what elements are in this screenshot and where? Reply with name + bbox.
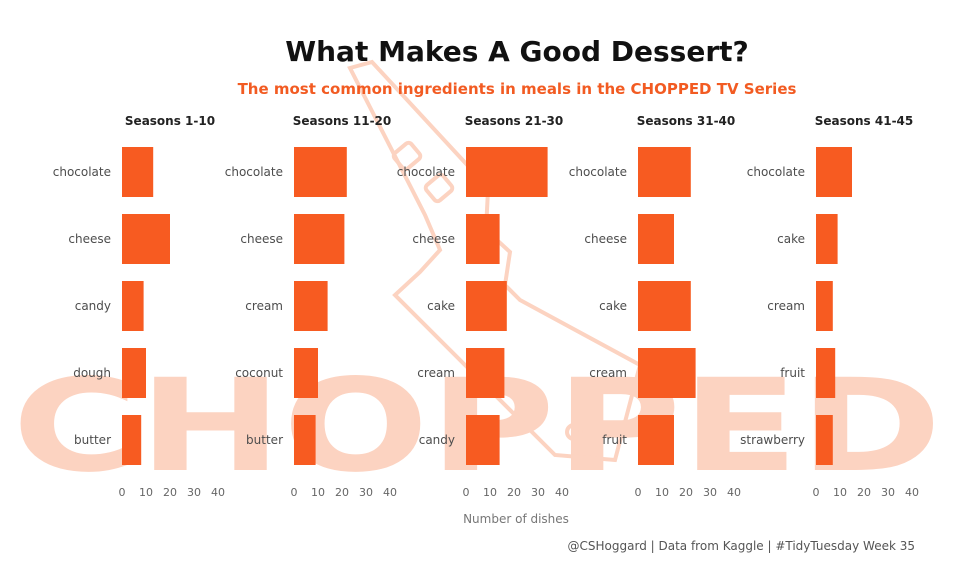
category-label: chocolate bbox=[53, 165, 111, 179]
bar bbox=[294, 281, 328, 331]
category-label: chocolate bbox=[397, 165, 455, 179]
facet-title: Seasons 41-45 bbox=[815, 114, 914, 128]
bar bbox=[294, 348, 318, 398]
category-label: cheese bbox=[412, 232, 455, 246]
category-label: coconut bbox=[235, 366, 283, 380]
bar bbox=[816, 348, 836, 398]
x-tick-label: 20 bbox=[857, 486, 871, 499]
x-tick-label: 30 bbox=[531, 486, 545, 499]
bar bbox=[466, 348, 505, 398]
category-label: butter bbox=[246, 433, 283, 447]
x-tick-label: 40 bbox=[727, 486, 741, 499]
category-label: candy bbox=[75, 299, 111, 313]
bar bbox=[122, 281, 144, 331]
x-tick-label: 10 bbox=[655, 486, 669, 499]
x-tick-label: 30 bbox=[359, 486, 373, 499]
chart-title: What Makes A Good Dessert? bbox=[285, 35, 749, 68]
facet-panel: Seasons 11-20 chocolate cheese cream coconut… bbox=[225, 114, 397, 499]
facet-title: Seasons 21-30 bbox=[465, 114, 564, 128]
bar bbox=[466, 214, 500, 264]
x-tick-label: 0 bbox=[635, 486, 642, 499]
chart-subtitle: The most common ingredients in meals in … bbox=[238, 80, 797, 98]
category-label: cheese bbox=[584, 232, 627, 246]
x-tick-label: 20 bbox=[163, 486, 177, 499]
category-label: butter bbox=[74, 433, 111, 447]
bar bbox=[816, 415, 833, 465]
category-label: cream bbox=[245, 299, 283, 313]
x-tick-label: 10 bbox=[483, 486, 497, 499]
bar bbox=[122, 415, 142, 465]
bar bbox=[466, 415, 500, 465]
bar bbox=[816, 281, 833, 331]
category-label: dough bbox=[73, 366, 111, 380]
x-tick-label: 0 bbox=[463, 486, 470, 499]
facet-panel: Seasons 31-40 chocolate cheese cake cream fru… bbox=[569, 114, 741, 499]
bar bbox=[294, 147, 347, 197]
category-label: cheese bbox=[240, 232, 283, 246]
category-label: fruit bbox=[780, 366, 805, 380]
bar bbox=[294, 415, 316, 465]
bar bbox=[638, 214, 674, 264]
category-label: fruit bbox=[602, 433, 627, 447]
x-tick-label: 0 bbox=[119, 486, 126, 499]
x-tick-label: 0 bbox=[813, 486, 820, 499]
bar bbox=[122, 348, 146, 398]
bar bbox=[294, 214, 345, 264]
facet-panels: Seasons 1-10 chocolate cheese candy dough but… bbox=[53, 114, 919, 499]
category-label: cheese bbox=[68, 232, 111, 246]
category-label: cream bbox=[417, 366, 455, 380]
x-tick-label: 40 bbox=[383, 486, 397, 499]
facet-title: Seasons 1-10 bbox=[125, 114, 215, 128]
category-label: cake bbox=[777, 232, 805, 246]
category-label: cream bbox=[589, 366, 627, 380]
category-label: candy bbox=[419, 433, 455, 447]
x-tick-label: 40 bbox=[905, 486, 919, 499]
x-tick-label: 20 bbox=[507, 486, 521, 499]
bar bbox=[122, 214, 170, 264]
x-axis-label: Number of dishes bbox=[463, 512, 569, 526]
facet-panel: Seasons 1-10 chocolate cheese candy dough but… bbox=[53, 114, 225, 499]
bar bbox=[638, 415, 674, 465]
bar bbox=[466, 281, 507, 331]
bar bbox=[466, 147, 548, 197]
x-tick-label: 0 bbox=[291, 486, 298, 499]
category-label: chocolate bbox=[747, 165, 805, 179]
bar bbox=[638, 348, 696, 398]
x-tick-label: 30 bbox=[881, 486, 895, 499]
facet-panel: Seasons 21-30 chocolate cheese cake cream can… bbox=[397, 114, 569, 499]
x-tick-label: 20 bbox=[335, 486, 349, 499]
category-label: cream bbox=[767, 299, 805, 313]
category-label: cake bbox=[427, 299, 455, 313]
x-tick-label: 10 bbox=[833, 486, 847, 499]
x-tick-label: 30 bbox=[703, 486, 717, 499]
x-tick-label: 20 bbox=[679, 486, 693, 499]
x-tick-label: 30 bbox=[187, 486, 201, 499]
x-tick-label: 10 bbox=[139, 486, 153, 499]
x-tick-label: 10 bbox=[311, 486, 325, 499]
facet-panel: Seasons 41-45 chocolate cake cream fruit stra… bbox=[740, 114, 919, 499]
bar bbox=[816, 147, 852, 197]
category-label: chocolate bbox=[225, 165, 283, 179]
bar bbox=[122, 147, 154, 197]
chart-caption: @CSHoggard | Data from Kaggle | #TidyTue… bbox=[568, 539, 915, 553]
bar bbox=[638, 147, 691, 197]
category-label: strawberry bbox=[740, 433, 805, 447]
x-tick-label: 40 bbox=[211, 486, 225, 499]
category-label: cake bbox=[599, 299, 627, 313]
bar bbox=[816, 214, 838, 264]
x-tick-label: 40 bbox=[555, 486, 569, 499]
bar bbox=[638, 281, 691, 331]
facet-title: Seasons 31-40 bbox=[637, 114, 736, 128]
facet-title: Seasons 11-20 bbox=[293, 114, 392, 128]
category-label: chocolate bbox=[569, 165, 627, 179]
